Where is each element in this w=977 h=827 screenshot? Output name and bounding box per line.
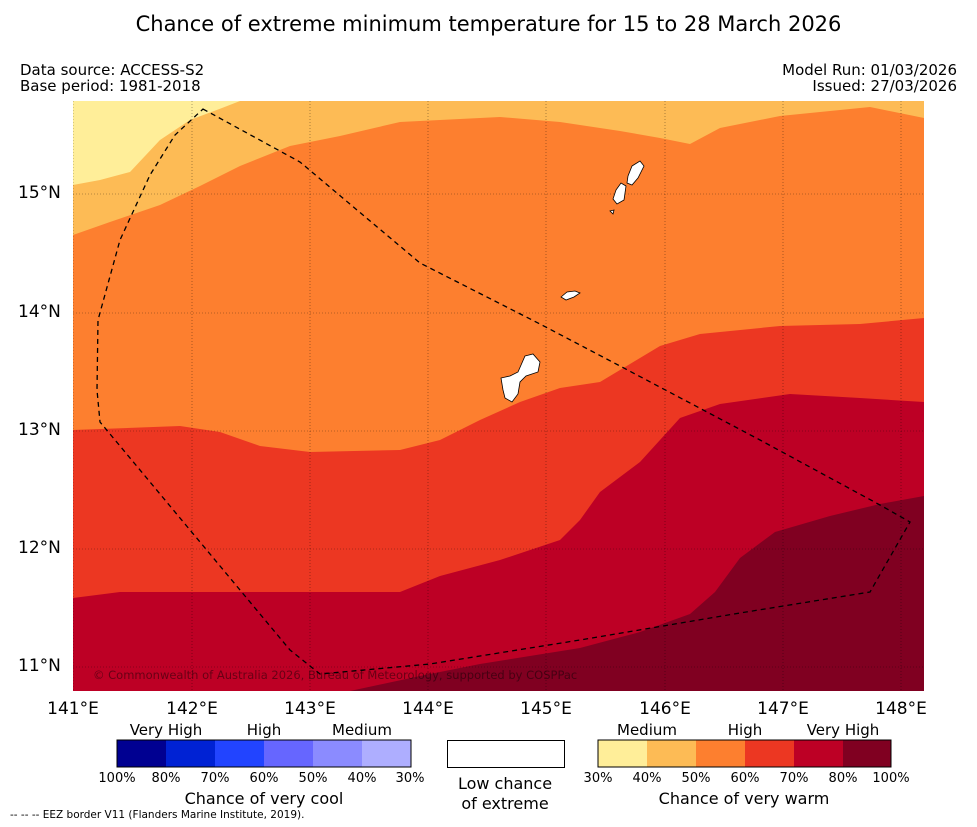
cool-swatch-6	[362, 740, 411, 767]
lat-label-13: 13°N	[18, 420, 61, 440]
cool-swatch-5	[313, 740, 362, 767]
cool-swatch-4	[264, 740, 313, 767]
cool-tick: 70%	[200, 771, 230, 786]
island-aguijan	[609, 209, 615, 215]
data-source: Data source: ACCESS-S2	[20, 61, 205, 79]
cool-header-high: High	[246, 721, 282, 739]
lon-label-141: 141°E	[47, 699, 99, 719]
cool-tick: 80%	[151, 771, 181, 786]
band-30-40	[73, 101, 240, 185]
cool-colorbar-title: Chance of very cool	[184, 789, 344, 808]
warm-header-high: High	[727, 721, 763, 739]
cool-colorbar	[116, 739, 412, 768]
warm-tick: 40%	[632, 771, 662, 786]
band-80-100	[350, 496, 924, 691]
lon-label-144: 144°E	[402, 699, 454, 719]
warm-tick: 70%	[779, 771, 809, 786]
warm-tick: 30%	[583, 771, 613, 786]
meta-right: Model Run: 01/03/2026 Issued: 27/03/2026	[782, 62, 957, 94]
model-run: Model Run: 01/03/2026	[782, 61, 957, 79]
cool-tick: 50%	[298, 771, 328, 786]
cool-header-very-high: Very High	[129, 721, 203, 739]
low-chance-swatch	[447, 740, 565, 768]
base-period: Base period: 1981-2018	[20, 77, 201, 95]
probability-field: © Commonwealth of Australia 2026, Bureau…	[73, 101, 924, 691]
cool-swatch-2	[166, 740, 215, 767]
warm-tick: 50%	[681, 771, 711, 786]
warm-swatch-5	[794, 740, 843, 767]
issued-date: Issued: 27/03/2026	[812, 77, 957, 95]
map-title: Chance of extreme minimum temperature fo…	[135, 12, 842, 36]
island-rota	[560, 290, 581, 301]
cool-tick: 30%	[395, 771, 425, 786]
copyright-notice: © Commonwealth of Australia 2026, Bureau…	[93, 668, 577, 682]
lat-label-12: 12°N	[18, 538, 61, 558]
lon-label-145: 145°E	[520, 699, 572, 719]
cool-tick: 100%	[98, 771, 136, 786]
meta-left: Data source: ACCESS-S2 Base period: 1981…	[20, 62, 204, 94]
warm-swatch-6	[843, 740, 891, 767]
lon-label-142: 142°E	[166, 699, 218, 719]
warm-tick: 80%	[828, 771, 858, 786]
warm-swatch-1	[598, 740, 647, 767]
warm-swatch-4	[745, 740, 794, 767]
warm-tick: 100%	[872, 771, 910, 786]
cool-tick: 60%	[249, 771, 279, 786]
lon-label-143: 143°E	[284, 699, 336, 719]
warm-swatch-3	[696, 740, 745, 767]
warm-colorbar	[597, 739, 892, 768]
warm-header-very-high: Very High	[806, 721, 880, 739]
warm-swatch-2	[647, 740, 696, 767]
lon-label-148: 148°E	[875, 699, 927, 719]
low-chance-line2: of extreme	[461, 794, 549, 813]
eez-footnote: -- -- -- EEZ border V11 (Flanders Marine…	[10, 809, 305, 821]
cool-swatch-1	[117, 740, 166, 767]
cool-colorbar-frame	[116, 739, 412, 768]
lat-label-11: 11°N	[18, 656, 61, 676]
lon-label-146: 146°E	[639, 699, 691, 719]
lat-label-15: 15°N	[18, 183, 61, 203]
island-saipan	[626, 160, 645, 186]
warm-tick: 60%	[730, 771, 760, 786]
island-tinian	[612, 182, 627, 205]
low-chance-line1: Low chance	[457, 774, 553, 793]
island-guam	[500, 353, 541, 403]
cool-swatch-3	[215, 740, 264, 767]
warm-colorbar-title: Chance of very warm	[658, 789, 830, 808]
eez-border	[96, 108, 911, 675]
islands	[500, 160, 645, 403]
lon-label-147: 147°E	[757, 699, 809, 719]
lat-label-14: 14°N	[18, 302, 61, 322]
warm-header-medium: Medium	[617, 721, 677, 739]
cool-tick: 40%	[347, 771, 377, 786]
graticule	[73, 101, 924, 691]
cool-header-medium: Medium	[332, 721, 392, 739]
low-chance-label: Low chance of extreme	[458, 774, 552, 814]
warm-colorbar-frame	[597, 739, 892, 768]
